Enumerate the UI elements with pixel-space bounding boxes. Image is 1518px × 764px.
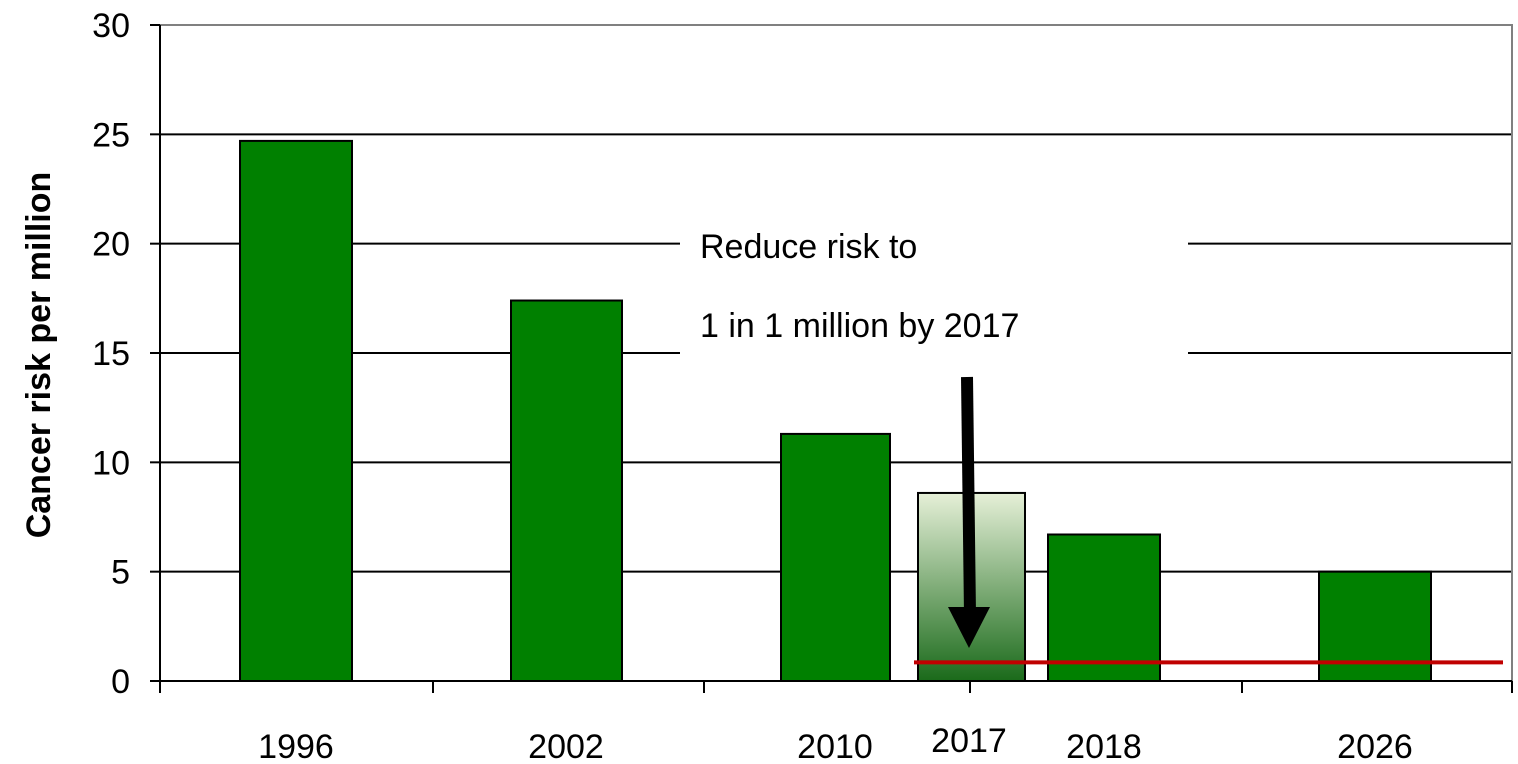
bar-2026 bbox=[1318, 570, 1432, 683]
x-tick-label: 2026 bbox=[1337, 728, 1413, 764]
bar-2010 bbox=[780, 432, 891, 683]
bar-1996 bbox=[239, 139, 353, 683]
y-tick-labels: 0 5 10 15 20 25 30 bbox=[92, 7, 130, 701]
y-tick-label: 25 bbox=[92, 116, 130, 154]
annotation: Reduce risk to 1 in 1 million by 2017 bbox=[680, 220, 1188, 380]
x-tick-label: 2010 bbox=[797, 728, 873, 764]
x-tick-label: 2017 bbox=[931, 722, 1007, 760]
annotation-background bbox=[680, 220, 1188, 380]
bar-2018 bbox=[1047, 533, 1161, 683]
x-tick-label: 1996 bbox=[258, 728, 334, 764]
axes bbox=[150, 24, 1513, 693]
x-tick-labels: 1996 2002 2010 2017 2018 2026 bbox=[258, 722, 1413, 764]
arrow-icon bbox=[948, 376, 990, 648]
annotation-line-2: 1 in 1 million by 2017 bbox=[700, 307, 1019, 345]
annotation-line-1: Reduce risk to bbox=[700, 228, 917, 266]
bar-2002 bbox=[510, 299, 623, 682]
y-tick-label: 20 bbox=[92, 226, 130, 264]
y-tick-label: 0 bbox=[111, 663, 130, 701]
x-tick-label: 2018 bbox=[1066, 728, 1142, 764]
y-tick-label: 5 bbox=[111, 554, 130, 592]
y-axis-title: Cancer risk per million bbox=[20, 172, 58, 539]
y-tick-label: 30 bbox=[92, 7, 130, 45]
x-tick-label: 2002 bbox=[528, 728, 604, 764]
y-tick-label: 15 bbox=[92, 335, 130, 373]
y-tick-label: 10 bbox=[92, 444, 130, 482]
